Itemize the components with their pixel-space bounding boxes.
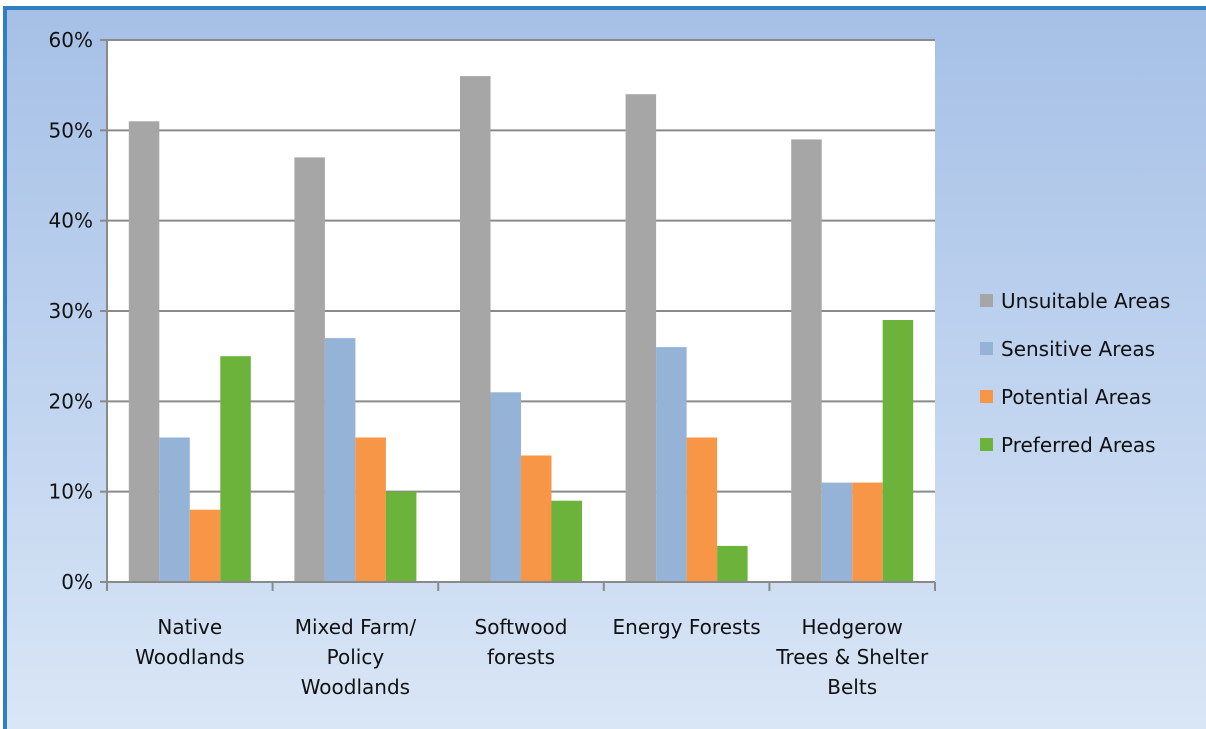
bar-preferred-areas-0 <box>220 356 251 582</box>
bar-unsuitable-areas-3 <box>625 94 657 582</box>
y-tick-label: 0% <box>61 570 93 594</box>
bar-unsuitable-areas-4 <box>791 139 822 582</box>
y-tick-label: 50% <box>49 118 93 142</box>
y-tick-label: 20% <box>49 389 93 413</box>
bar-sensitive-areas-3 <box>656 347 687 582</box>
category-label: forests <box>487 645 555 669</box>
legend-swatch-3 <box>980 438 993 451</box>
legend-swatch-1 <box>980 342 993 355</box>
legend-entry: Preferred Areas <box>1001 433 1156 457</box>
category-label: Belts <box>827 675 877 699</box>
bar-potential-areas-4 <box>852 482 883 582</box>
legend: Unsuitable Areas Sensitive Areas Potential… <box>980 289 1170 457</box>
category-label: Hedgerow <box>801 615 902 639</box>
axes: 0% 10% 20% 30% 40% 50% 60% Native Woodlands Mixed… <box>49 28 936 699</box>
category-label: Native <box>157 615 222 639</box>
bar-potential-areas-3 <box>686 437 718 582</box>
legend-entry: Unsuitable Areas <box>1001 289 1170 313</box>
category-label: Trees & Shelter <box>775 645 929 669</box>
legend-swatch-0 <box>980 294 993 307</box>
bars <box>128 76 914 583</box>
y-tick-label: 60% <box>49 28 93 52</box>
y-tick-label: 10% <box>49 480 93 504</box>
bar-sensitive-areas-2 <box>490 392 521 582</box>
category-label: Energy Forests <box>613 615 761 639</box>
bar-preferred-areas-1 <box>385 491 417 582</box>
category-label: Mixed Farm/ <box>295 615 417 639</box>
category-label: Softwood <box>475 615 568 639</box>
y-tick-label: 30% <box>49 299 93 323</box>
bar-preferred-areas-2 <box>551 500 582 582</box>
bar-preferred-areas-3 <box>717 545 748 582</box>
bar-unsuitable-areas-1 <box>294 157 325 582</box>
bar-sensitive-areas-1 <box>324 338 356 582</box>
bar-unsuitable-areas-2 <box>460 76 491 582</box>
bar-sensitive-areas-4 <box>821 482 853 582</box>
bar-sensitive-areas-0 <box>159 437 190 582</box>
legend-swatch-2 <box>980 390 993 403</box>
bar-potential-areas-0 <box>189 509 221 582</box>
bar-potential-areas-2 <box>521 455 552 582</box>
legend-entry: Sensitive Areas <box>1001 337 1155 361</box>
bar-unsuitable-areas-0 <box>128 121 160 583</box>
category-label: Woodlands <box>301 675 410 699</box>
category-label: Policy <box>327 645 385 669</box>
bar-preferred-areas-4 <box>882 320 914 582</box>
legend-entry: Potential Areas <box>1001 385 1151 409</box>
bar-potential-areas-1 <box>355 437 386 582</box>
category-label: Woodlands <box>135 645 244 669</box>
y-tick-label: 40% <box>49 209 93 233</box>
